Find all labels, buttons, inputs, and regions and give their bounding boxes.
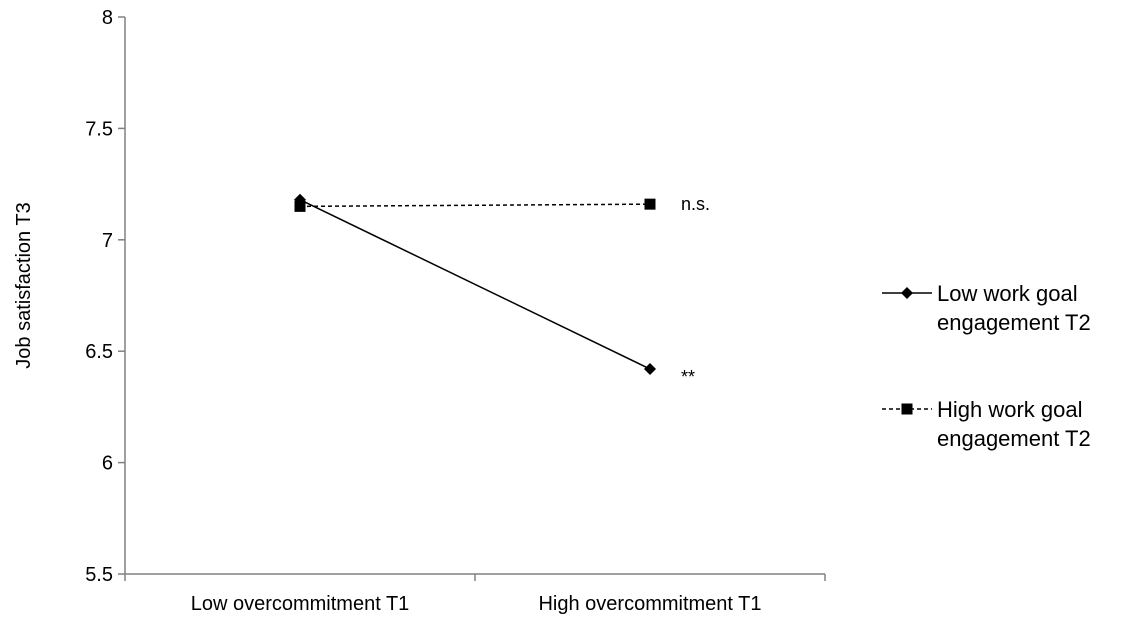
significance-annotation: n.s. [681,194,710,214]
y-tick-label: 8 [102,7,113,29]
legend-item: High work goal engagement T2 [882,397,1091,451]
x-tick-label: Low overcommitment T1 [191,593,410,615]
y-tick-label: 6.5 [85,341,113,363]
series-high-engagement [294,198,656,212]
y-tick-label: 7.5 [85,118,113,140]
series-low-engagement [294,193,656,376]
y-tick-label: 5.5 [85,564,113,586]
y-tick-label: 6 [102,453,113,475]
x-axis-ticks: Low overcommitment T1 High overcommitment… [124,574,826,615]
data-point [644,363,656,376]
x-tick-label: High overcommitment T1 [538,593,761,615]
series-layer [294,193,656,376]
series-line [299,203,651,208]
y-axis-label: Job satisfaction T3 [13,202,35,368]
annotations: n.s. ** [681,194,710,387]
legend-item: Low work goal engagement T2 [882,281,1091,335]
legend-label: Low work goal [937,281,1078,306]
legend-label: engagement T2 [937,310,1091,335]
data-point [294,200,306,212]
legend-marker [901,403,913,415]
significance-annotation: ** [681,367,695,387]
y-tick-label: 7 [102,230,113,252]
y-axis-ticks: 5.5 6 6.5 7 7.5 8 [85,7,125,586]
legend-label: High work goal [937,397,1083,422]
legend-label: engagement T2 [937,426,1091,451]
series-line [299,199,651,370]
data-point [644,198,656,210]
legend-marker [901,287,913,299]
axes [124,17,825,575]
